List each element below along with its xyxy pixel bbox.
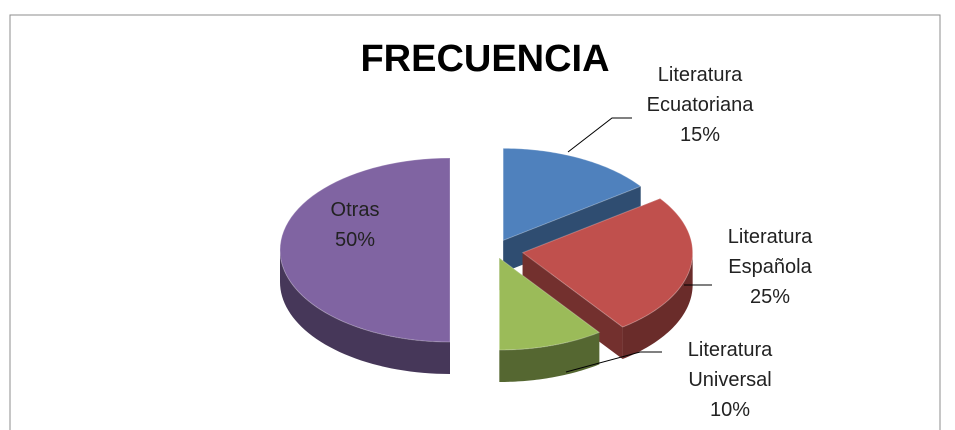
slice-side [280, 250, 450, 374]
pie-slice [521, 197, 694, 328]
slice-percent: 50% [334, 229, 376, 251]
slice-name: Literatura Universal [687, 339, 773, 391]
slice-name: Literatura Española [727, 226, 813, 278]
pie-slice [502, 147, 642, 242]
slice-percent: 15% [679, 124, 721, 146]
chart-frame [9, 14, 941, 430]
slice-percent: 25% [749, 286, 791, 308]
data-label: Literatura Española 25% [705, 222, 835, 312]
pie-slice [279, 157, 451, 343]
pie-slice [498, 256, 601, 351]
slice-3d [280, 250, 450, 374]
slice-name: Literatura Ecuatoriana [646, 64, 754, 116]
slice-name: Otras [330, 199, 380, 221]
data-label: Otras 50% [315, 195, 395, 255]
slice-side [622, 252, 693, 360]
data-label: Literatura Universal 10% [665, 335, 795, 425]
chart-title: FRECUENCIA [360, 38, 610, 80]
leader-line [567, 117, 632, 153]
leader-line [565, 351, 662, 373]
data-label: Literatura Ecuatoriana 15% [635, 60, 765, 150]
slice-percent: 10% [709, 399, 751, 421]
